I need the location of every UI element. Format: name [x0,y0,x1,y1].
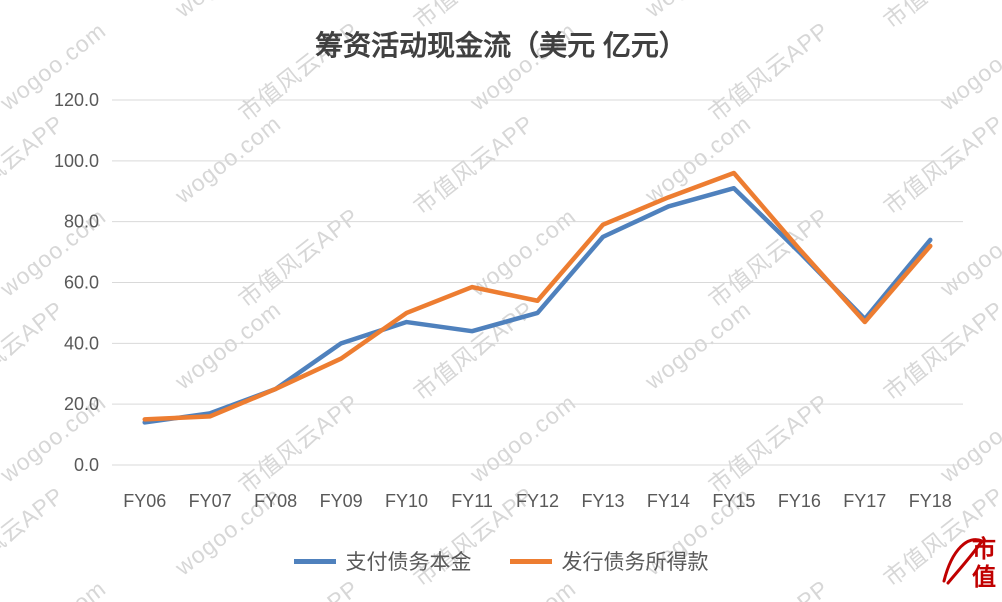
seal-flourish [942,538,985,585]
x-axis-tick-label: FY07 [189,491,232,511]
seal-char-bottom: 值 [972,563,996,591]
series-line [142,170,933,422]
legend-item: 支付债务本金 [293,546,472,576]
y-axis-tick-label: 100.0 [54,151,99,171]
x-axis-tick-label: FY14 [647,491,690,511]
brand-seal: 市 值 [938,531,1000,598]
x-axis-tick-label: FY11 [451,491,493,511]
y-axis-tick-label: 40.0 [64,333,99,353]
y-axis-tick-label: 80.0 [64,212,99,232]
x-axis-tick-label: FY09 [320,491,363,511]
x-axis-tick-label: FY12 [516,491,559,511]
x-axis-tick-label: FY17 [843,491,886,511]
seal-char-top: 市 [972,535,996,563]
x-axis-tick-label: FY16 [778,491,821,511]
chart-title: 筹资活动现金流（美元 亿元） [315,30,687,61]
legend-line-swatch [509,558,552,564]
x-axis-tick-label: FY15 [712,491,755,511]
y-axis-tick-label: 20.0 [64,394,99,414]
y-axis-tick-label: 60.0 [64,273,99,293]
x-axis-tick-label: FY08 [254,491,297,511]
legend-label: 支付债务本金 [345,551,472,574]
y-axis-tick-label: 120.0 [54,90,99,110]
chart-legend: 支付债务本金 发行债务所得款 [0,546,1002,576]
legend-item: 发行债务所得款 [509,546,709,576]
x-axis-tick-label: FY13 [581,491,624,511]
legend-line-swatch [293,558,336,564]
x-axis-tick-label: FY10 [385,491,428,511]
y-axis-tick-label: 0.0 [74,455,99,475]
x-axis-tick-label: FY06 [123,491,166,511]
legend-label: 发行债务所得款 [561,551,709,574]
x-axis-tick-label: FY18 [909,491,952,511]
series-line [142,185,933,425]
